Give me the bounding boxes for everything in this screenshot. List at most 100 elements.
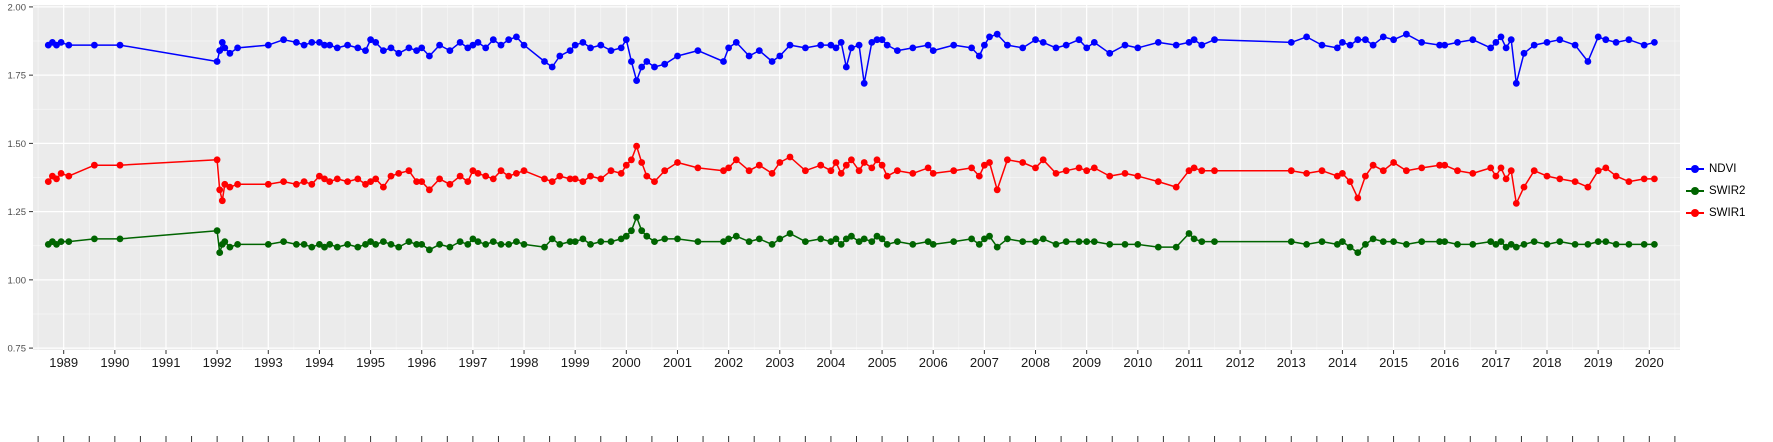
data-point <box>929 241 937 248</box>
data-point <box>1379 33 1387 41</box>
data-point <box>316 241 323 248</box>
data-point <box>1354 36 1362 44</box>
data-point <box>464 44 472 52</box>
data-point <box>1390 159 1397 166</box>
data-point <box>894 238 901 246</box>
data-point <box>513 238 520 246</box>
data-point <box>1172 41 1180 49</box>
data-point <box>300 241 308 248</box>
data-point <box>1083 44 1091 52</box>
data-point <box>1651 39 1658 46</box>
data-point <box>1369 235 1377 243</box>
data-point <box>91 41 98 49</box>
data-point <box>300 178 308 186</box>
data-point <box>264 180 272 188</box>
data-point <box>1502 175 1510 183</box>
data-point <box>1333 172 1341 180</box>
data-point <box>1004 41 1011 49</box>
data-point <box>426 246 433 254</box>
data-point <box>579 39 587 46</box>
data-point <box>674 235 681 243</box>
legend-dot-icon <box>1691 186 1699 195</box>
data-point <box>993 30 1001 38</box>
x-tick-label: 2000 <box>612 355 641 370</box>
data-point <box>1640 175 1648 183</box>
data-point <box>968 164 975 172</box>
data-point <box>607 47 615 54</box>
data-point <box>1121 241 1129 248</box>
data-point <box>1287 238 1295 246</box>
data-point <box>1571 241 1579 248</box>
data-point <box>362 180 369 188</box>
data-point <box>436 175 443 183</box>
data-point <box>216 186 224 194</box>
data-point <box>832 159 840 166</box>
data-point <box>1032 36 1039 44</box>
data-point <box>817 161 825 169</box>
data-point <box>474 39 482 46</box>
data-point <box>234 44 242 52</box>
legend-item-swir2[interactable]: SWIR2 <box>1686 182 1745 199</box>
data-point <box>213 58 221 65</box>
data-point <box>418 241 426 248</box>
data-point <box>1530 41 1538 49</box>
data-point <box>1154 243 1162 251</box>
data-point <box>1318 167 1326 175</box>
data-point <box>638 63 646 71</box>
y-tick-label: 1.25 <box>8 207 27 218</box>
data-point <box>497 241 505 248</box>
legend-item-swir1[interactable]: SWIR1 <box>1686 204 1745 221</box>
x-tick-label: 1992 <box>203 355 232 370</box>
legend-item-ndvi[interactable]: NDVI <box>1686 160 1745 177</box>
data-point <box>842 161 850 169</box>
major-gridlines <box>33 5 1680 350</box>
data-point <box>321 243 328 251</box>
data-point <box>894 47 901 54</box>
data-point <box>1584 241 1592 248</box>
data-point <box>579 178 587 186</box>
data-point <box>1333 241 1341 248</box>
data-point <box>571 238 579 246</box>
data-point <box>1369 41 1377 49</box>
data-point <box>651 178 658 186</box>
data-point <box>1354 249 1362 256</box>
data-point <box>372 241 380 248</box>
data-point <box>1530 167 1538 175</box>
x-tick-label: 2016 <box>1430 355 1459 370</box>
data-point <box>264 241 272 248</box>
data-point <box>817 235 825 243</box>
x-tick-label: 1995 <box>356 355 385 370</box>
axis-ticks <box>29 6 1650 354</box>
data-point <box>1134 172 1142 180</box>
x-tick-label: 2005 <box>868 355 897 370</box>
data-point <box>924 164 932 172</box>
data-point <box>489 175 497 183</box>
data-point <box>1198 167 1206 175</box>
data-point <box>993 186 1001 194</box>
data-point <box>1339 170 1346 177</box>
data-point <box>1090 238 1098 246</box>
data-point <box>216 249 224 256</box>
data-point <box>1612 39 1620 46</box>
data-point <box>768 170 776 177</box>
data-point <box>1454 167 1461 175</box>
data-point <box>1379 238 1387 246</box>
data-point <box>362 47 369 54</box>
data-point <box>464 241 472 248</box>
data-point <box>333 175 341 183</box>
data-point <box>1154 178 1162 186</box>
data-point <box>1172 183 1180 191</box>
data-point <box>426 52 433 60</box>
data-point <box>1454 39 1461 46</box>
data-point <box>1032 164 1039 172</box>
data-point <box>661 235 669 243</box>
data-point <box>426 186 433 194</box>
data-point <box>387 241 395 248</box>
data-point <box>1075 238 1083 246</box>
data-point <box>1039 235 1047 243</box>
data-point <box>213 227 221 235</box>
data-point <box>566 175 574 183</box>
data-point <box>226 243 234 251</box>
data-point <box>1303 33 1310 41</box>
data-point <box>1469 36 1477 44</box>
